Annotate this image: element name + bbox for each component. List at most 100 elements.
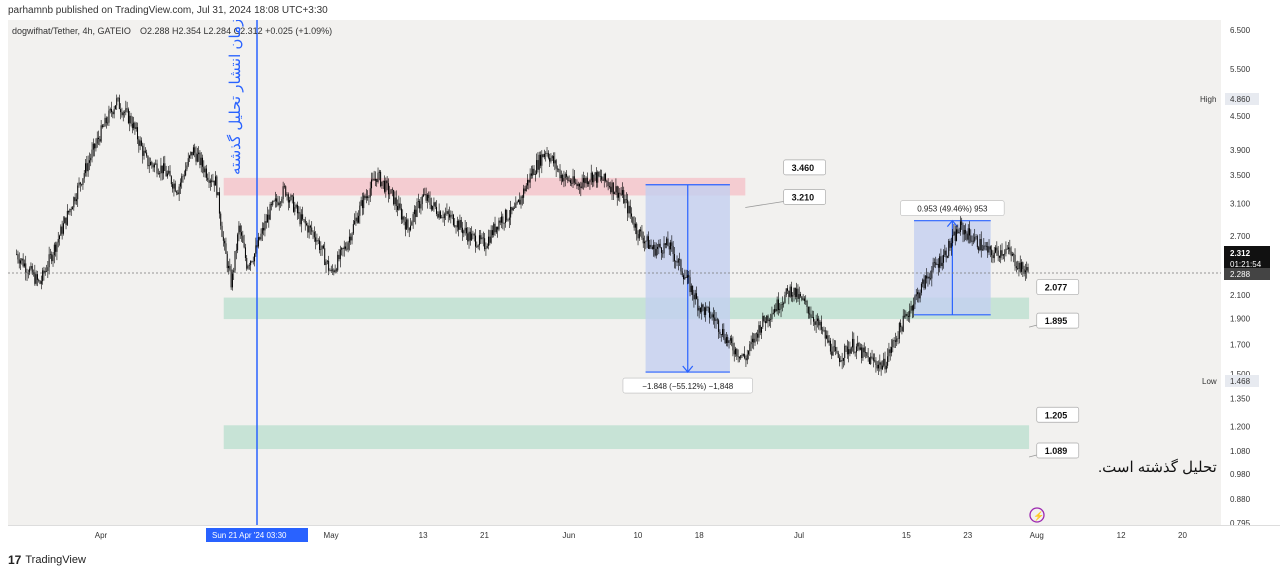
candle-body — [16, 254, 18, 255]
candle-body — [1015, 266, 1017, 269]
level-label-box[interactable] — [1036, 406, 1080, 423]
candle-body — [308, 225, 310, 233]
candle-body — [291, 195, 293, 197]
candle-body — [610, 186, 612, 193]
candle-body — [631, 213, 633, 217]
candle-body — [598, 171, 600, 177]
candle-body — [42, 270, 44, 282]
candle-body — [809, 313, 811, 315]
candle-body — [927, 276, 929, 279]
zone-support[interactable] — [223, 297, 1030, 320]
candle-body — [334, 269, 336, 273]
candle-body — [876, 365, 878, 369]
candle-body — [34, 272, 36, 284]
candle-body — [114, 105, 116, 110]
candle-body — [712, 314, 714, 318]
candle-body — [252, 261, 254, 262]
candle-body — [105, 117, 107, 124]
high-label: High — [1200, 95, 1216, 104]
candle-body — [73, 197, 75, 208]
candle-body — [904, 315, 906, 317]
candle-body — [40, 281, 42, 284]
candle-body — [937, 263, 939, 268]
level-label-box[interactable] — [783, 159, 826, 176]
candle-body — [943, 254, 945, 263]
candle-body — [915, 294, 917, 297]
candle-body — [98, 137, 100, 140]
candle-body — [653, 244, 655, 250]
price-tick-label: 4.500 — [1230, 112, 1251, 121]
candle-body — [403, 216, 405, 222]
candle-body — [675, 261, 677, 262]
candle-body — [638, 229, 640, 239]
candle-body — [776, 299, 778, 312]
candle-body — [312, 231, 314, 233]
candle-body — [226, 253, 228, 269]
candle-body — [355, 217, 357, 221]
candle-body — [497, 226, 499, 230]
level-label-box[interactable] — [1036, 442, 1080, 459]
candlestick-chart[interactable]: −1.848 (−55.12%) −1,848 0.953 (49.46%) 95… — [0, 19, 1280, 555]
candle-body — [508, 217, 510, 221]
candle-body — [768, 319, 770, 322]
candle-body — [551, 156, 553, 159]
candle-body — [150, 162, 152, 166]
candle-body — [827, 335, 829, 343]
candle-body — [1027, 267, 1029, 272]
candle-body — [161, 165, 163, 174]
candle-body — [719, 331, 721, 335]
footer[interactable]: 17 TradingView — [8, 553, 86, 567]
candle-body — [386, 180, 388, 184]
candle-body — [744, 354, 746, 359]
zone-target[interactable] — [223, 425, 1030, 450]
candle-body — [507, 220, 509, 221]
candle-body — [1019, 262, 1021, 272]
chart-area[interactable]: −1.848 (−55.12%) −1,848 0.953 (49.46%) 95… — [0, 19, 1280, 555]
candle-body — [52, 255, 54, 262]
candle-body — [670, 242, 672, 250]
candle-body — [662, 252, 664, 254]
candle-body — [699, 307, 701, 313]
candle-body — [282, 186, 284, 200]
candle-body — [482, 237, 484, 239]
candle-body — [987, 245, 989, 253]
candle-body — [364, 195, 366, 199]
candle-body — [86, 163, 88, 172]
candle-body — [90, 157, 92, 161]
candle-body — [481, 237, 483, 240]
candle-body — [477, 245, 479, 248]
candle-body — [612, 182, 614, 194]
candle-body — [1022, 262, 1024, 270]
candle-body — [654, 244, 656, 256]
candle-body — [22, 258, 24, 267]
candle-body — [989, 246, 991, 250]
level-label-box[interactable] — [1036, 279, 1080, 295]
candle-body — [373, 178, 375, 181]
candle-body — [521, 196, 523, 198]
low-label: Low — [1202, 377, 1217, 386]
candle-body — [302, 214, 304, 220]
candle-body — [798, 294, 800, 299]
candle-body — [113, 109, 115, 115]
candle-body — [701, 304, 703, 313]
candle-body — [802, 298, 804, 300]
candle-body — [469, 231, 471, 241]
candle-body — [411, 222, 413, 226]
level-label-box[interactable] — [783, 189, 826, 205]
candle-body — [384, 180, 386, 192]
level-label: 1.205 — [1045, 410, 1068, 420]
candle-body — [775, 309, 777, 312]
level-label-box[interactable] — [1036, 312, 1080, 329]
candle-body — [858, 342, 860, 350]
candle-body — [182, 175, 184, 177]
candle-body — [564, 173, 566, 179]
candle-body — [866, 352, 868, 357]
candle-body — [850, 347, 852, 354]
candle-body — [378, 171, 380, 173]
zone-resistance[interactable] — [223, 177, 746, 196]
candle-body — [881, 365, 883, 370]
candle-body — [597, 171, 599, 183]
candle-body — [134, 122, 136, 129]
candle-body — [309, 225, 311, 228]
candle-body — [957, 229, 959, 233]
